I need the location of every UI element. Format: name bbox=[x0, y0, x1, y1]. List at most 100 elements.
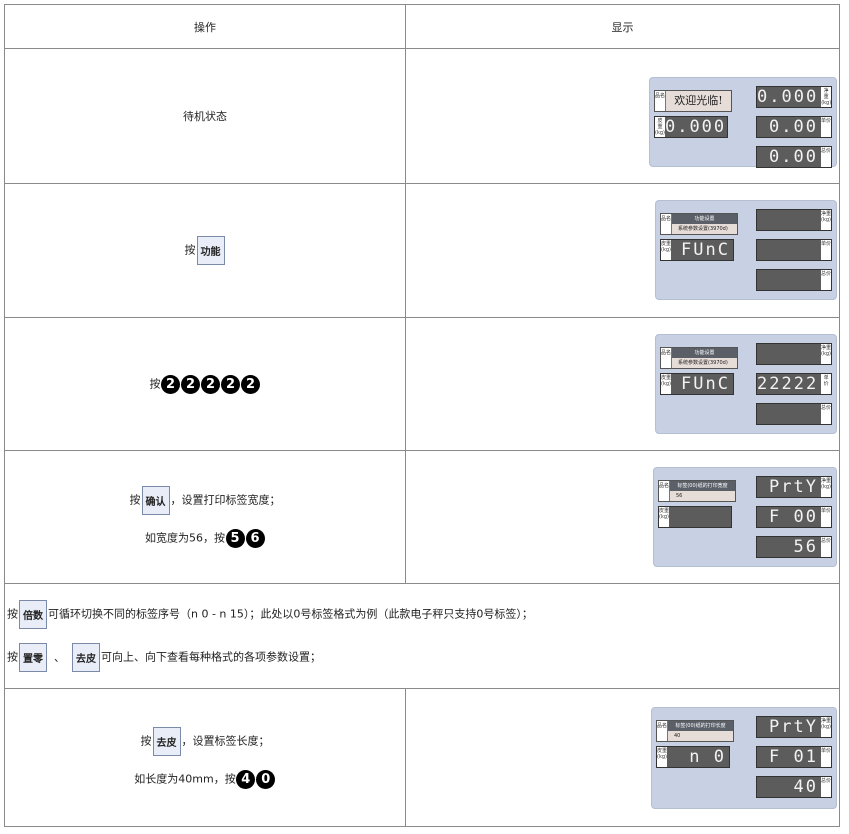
instruction-text: ，设置标签长度； bbox=[181, 734, 270, 747]
press-text: 按 bbox=[129, 493, 141, 507]
total-display: 40 总价 bbox=[756, 776, 832, 798]
price-tag: 单价 bbox=[821, 117, 831, 137]
tare-value: 0.000 bbox=[664, 117, 727, 137]
net-display: 净重(kg) bbox=[756, 209, 832, 231]
total-display: 总价 bbox=[756, 269, 832, 291]
note-cell: 按倍数 可循环切换不同的标签序号（n 0 - n 15）；此处以0号标签格式为例（… bbox=[4, 583, 840, 689]
price-display: 单价 bbox=[756, 239, 832, 261]
net-tag: 净重(kg) bbox=[821, 477, 831, 497]
price-display: 22222 单价 bbox=[756, 373, 832, 395]
net-value bbox=[757, 344, 821, 364]
confirm-key: 确认 bbox=[141, 486, 170, 515]
display-cell: 品名 功能设置 系统参数设置(3970d) 皮重(kg) FUnC 净重(kg) 22222… bbox=[405, 317, 840, 451]
name-title: 标签(00)纸的打印宽度 bbox=[670, 481, 735, 491]
display-cell: 品名 标签(00)纸的打印长度 40 皮重(kg) n 0 PrtY 净重(kg) F 01 单… bbox=[405, 688, 840, 827]
tare-display: 皮重(kg) bbox=[658, 506, 732, 528]
price-display: F 01 单价 bbox=[756, 746, 832, 768]
total-display: 0.00 总价 bbox=[756, 146, 832, 168]
press-text: 按 bbox=[7, 607, 18, 621]
price-tag: 单价 bbox=[821, 240, 831, 260]
net-value: 0.000 bbox=[757, 87, 819, 107]
key-2: 2 bbox=[241, 374, 260, 394]
name-tag: 品名 bbox=[661, 348, 672, 368]
price-value: 22222 bbox=[757, 374, 819, 394]
name-title: 功能设置 bbox=[672, 214, 737, 224]
instruction-text: 如长度为40mm，按 bbox=[134, 772, 236, 785]
press-text: 按 bbox=[140, 734, 152, 747]
price-tag: 单价 bbox=[821, 374, 831, 394]
name-tag: 品名 bbox=[655, 91, 666, 111]
net-display: 净重(kg) bbox=[756, 343, 832, 365]
note-text: 可向上、向下查看每种格式的各项参数设置； bbox=[101, 650, 321, 664]
header-row: 操作 显示 bbox=[4, 4, 840, 49]
key-2: 2 bbox=[221, 374, 240, 394]
price-display: 0.00 单价 bbox=[756, 116, 832, 138]
tare-display: 皮重(kg) n 0 bbox=[656, 746, 730, 768]
name-value: 系统参数设置(3970d) bbox=[672, 358, 737, 368]
note-text: 可循环切换不同的标签序号（n 0 - n 15）；此处以0号标签格式为例（此款电… bbox=[48, 607, 533, 621]
name-value: 56 bbox=[670, 491, 735, 501]
total-tag: 总价 bbox=[821, 270, 831, 290]
name-display: 品名 标签(00)纸的打印长度 40 bbox=[656, 720, 734, 742]
net-display: PrtY 净重(kg) bbox=[756, 476, 832, 498]
scale-display-panel: 品名 功能设置 系统参数设置(3970d) 皮重(kg) FUnC 净重(kg) 单价 总价 bbox=[655, 200, 837, 300]
press-text: 按 bbox=[149, 377, 161, 390]
tare-key: 去皮 bbox=[152, 726, 181, 756]
press-text: 按 bbox=[184, 243, 196, 257]
display-cell: 品名 欢迎光临! 皮重(kg) 0.000 0.000 净重(kg) 0.00 单价 0.00 总… bbox=[405, 48, 840, 184]
price-value: 0.00 bbox=[769, 117, 818, 137]
price-tag: 单价 bbox=[821, 507, 831, 527]
tare-display: 皮重(kg) FUnC bbox=[660, 239, 734, 261]
tare-tag: 皮重(kg) bbox=[659, 507, 669, 527]
net-tag: 净重(kg) bbox=[821, 210, 831, 230]
tare-key: 去皮 bbox=[72, 643, 100, 672]
net-display: 0.000 净重(kg) bbox=[756, 86, 832, 108]
tare-value: FUnC bbox=[681, 240, 730, 260]
price-value: F 00 bbox=[769, 507, 818, 527]
press-text: 按 bbox=[7, 650, 18, 664]
net-tag: 净重(kg) bbox=[821, 717, 831, 737]
net-tag: 净重(kg) bbox=[821, 87, 832, 107]
operation-cell: 按去皮 ，设置标签长度； 如长度为40mm，按 4 0 bbox=[4, 688, 406, 827]
total-value bbox=[757, 404, 821, 424]
name-tag: 品名 bbox=[661, 214, 672, 234]
name-text: 欢迎光临! bbox=[666, 91, 731, 111]
total-display: 总价 bbox=[756, 403, 832, 425]
display-cell: 品名 标签(00)纸的打印宽度 56 皮重(kg) PrtY 净重(kg) F 00 单价 56… bbox=[405, 450, 840, 584]
total-value bbox=[757, 270, 821, 290]
name-display: 品名 功能设置 系统参数设置(3970d) bbox=[660, 347, 738, 369]
table-row: 按功能 品名 功能设置 系统参数设置(3970d) 皮重(kg) FUnC 净重(kg) 单… bbox=[4, 183, 840, 318]
price-value bbox=[757, 240, 821, 260]
instruction-text: 如宽度为56，按 bbox=[145, 531, 225, 545]
header-display: 显示 bbox=[405, 4, 840, 49]
net-value: PrtY bbox=[769, 477, 818, 497]
name-value: 40 bbox=[668, 731, 733, 741]
scale-display-panel: 品名 标签(00)纸的打印宽度 56 皮重(kg) PrtY 净重(kg) F 00 单价 56… bbox=[653, 467, 837, 567]
price-tag: 单价 bbox=[821, 747, 831, 767]
total-tag: 总价 bbox=[821, 537, 831, 557]
name-title: 标签(00)纸的打印长度 bbox=[668, 721, 733, 731]
name-tag: 品名 bbox=[657, 721, 668, 741]
total-tag: 总价 bbox=[821, 404, 831, 424]
total-value: 40 bbox=[793, 777, 818, 797]
scale-display-panel: 品名 欢迎光临! 皮重(kg) 0.000 0.000 净重(kg) 0.00 单价 0.00 总… bbox=[649, 77, 837, 168]
net-tag: 净重(kg) bbox=[821, 344, 831, 364]
key-2: 2 bbox=[201, 374, 220, 394]
table-row: 按确认 ，设置打印标签宽度； 如宽度为56，按 5 6 品名 标签(00)纸的打印宽度 5… bbox=[4, 450, 840, 584]
name-display: 品名 欢迎光临! bbox=[654, 90, 732, 112]
tare-display: 皮重(kg) FUnC bbox=[660, 373, 734, 395]
name-tag: 品名 bbox=[659, 481, 670, 501]
name-value: 系统参数设置(3970d) bbox=[672, 224, 737, 234]
tare-value: FUnC bbox=[681, 374, 730, 394]
key-6: 6 bbox=[245, 529, 265, 548]
zero-key: 置零 bbox=[19, 643, 47, 672]
total-display: 56 总价 bbox=[756, 536, 832, 558]
tare-tag: 皮重(kg) bbox=[661, 240, 671, 260]
tare-display: 皮重(kg) 0.000 bbox=[654, 116, 728, 138]
table-row: 待机状态 品名 欢迎光临! 皮重(kg) 0.000 0.000 净重(kg) 0.00 单价… bbox=[4, 48, 840, 184]
total-value: 0.00 bbox=[769, 147, 818, 167]
separator: 、 bbox=[54, 650, 65, 664]
